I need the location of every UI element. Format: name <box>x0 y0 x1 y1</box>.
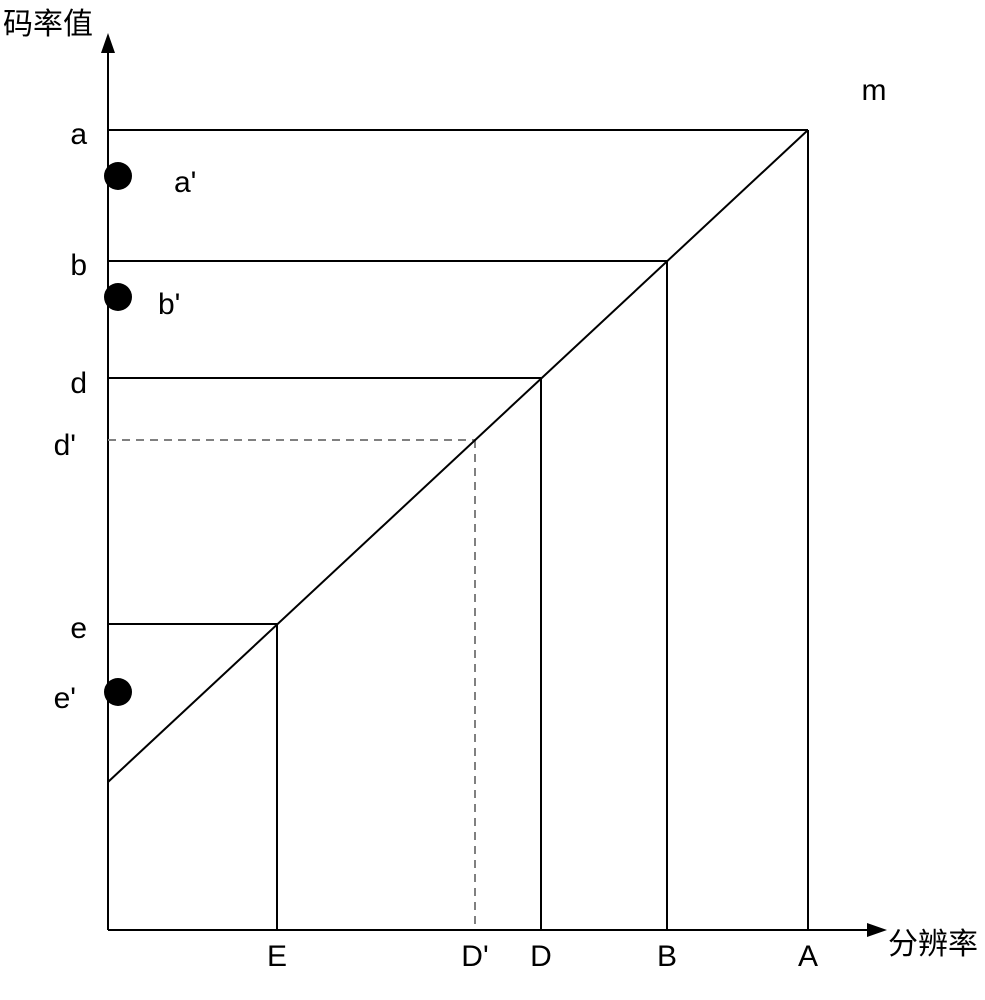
dot-b_prime <box>104 283 132 311</box>
y-tick-a': a' <box>174 166 196 199</box>
bitrate-resolution-chart: 码率值分辨率 m a a' b b' d d' e e' E D' D B A <box>0 0 985 1000</box>
x-tick-E: E <box>267 940 287 973</box>
x-axis-arrow <box>867 923 887 937</box>
dot-a_prime <box>104 162 132 190</box>
y-tick-d: d <box>70 367 87 400</box>
y-axis-label: 码率值 <box>3 8 93 41</box>
x-tick-B: B <box>657 940 677 973</box>
y-axis-arrow <box>101 33 115 53</box>
y-tick-d': d' <box>54 429 76 462</box>
y-tick-a: a <box>70 118 87 151</box>
y-tick-b': b' <box>158 288 180 321</box>
dot-e_prime <box>104 678 132 706</box>
y-tick-e': e' <box>54 682 76 715</box>
y-tick-e: e <box>70 612 87 645</box>
y-tick-b: b <box>70 249 87 282</box>
map-line-m <box>108 130 808 782</box>
chart-svg: 码率值分辨率 m a a' b b' d d' e e' E D' D B A <box>0 0 985 1000</box>
map-line-m-label: m <box>862 74 887 107</box>
x-tick-D: D <box>530 940 552 973</box>
x-axis-label: 分辨率 <box>888 928 978 961</box>
x-tick-A: A <box>798 940 818 973</box>
x-tick-D': D' <box>461 940 488 973</box>
